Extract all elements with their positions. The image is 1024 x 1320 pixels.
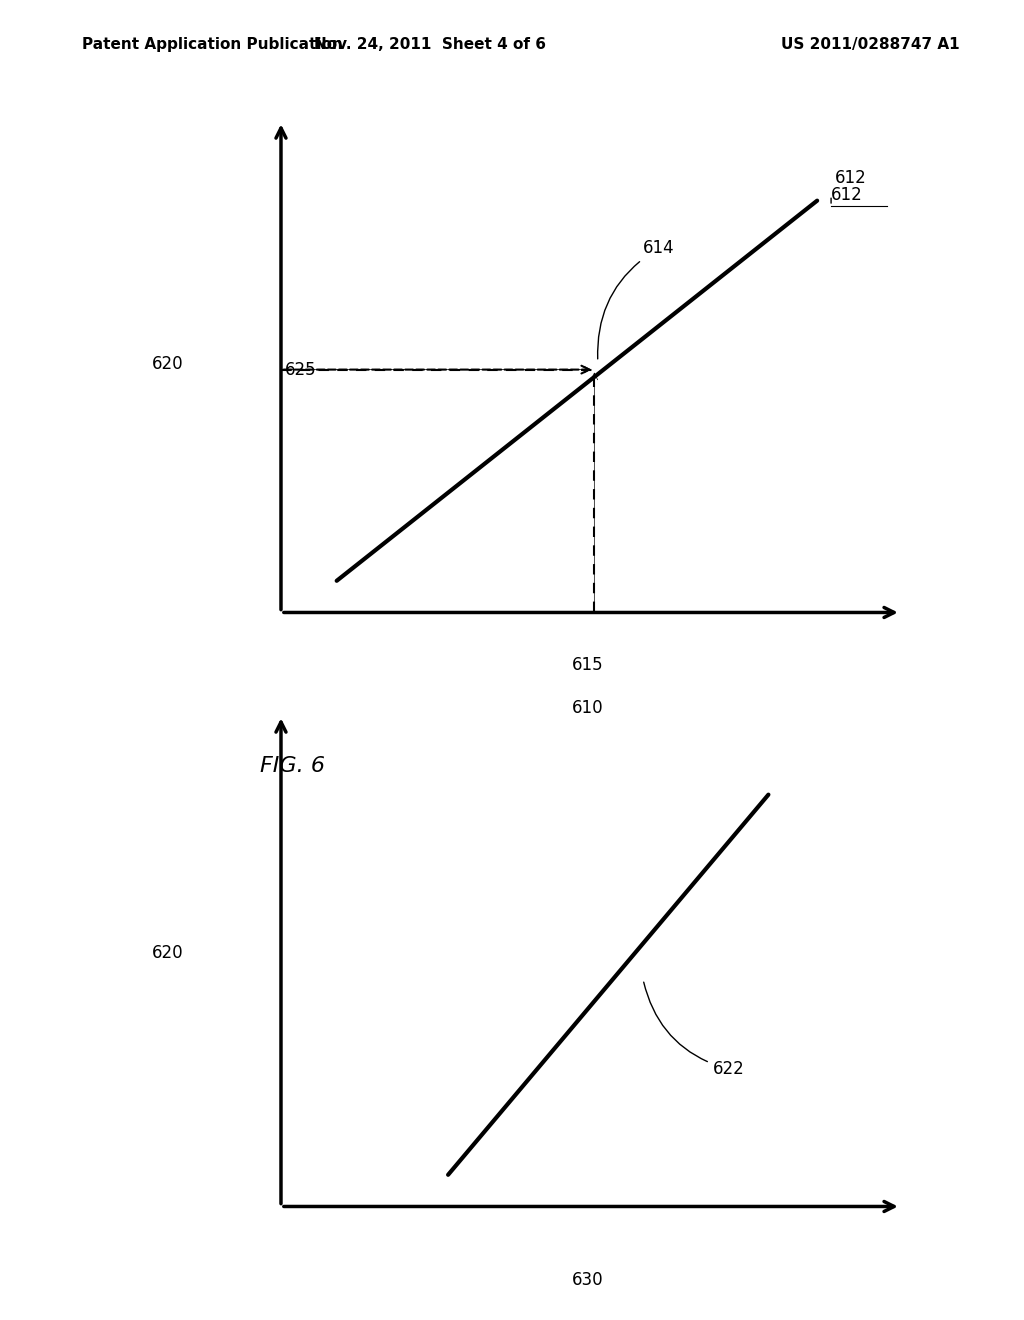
Text: 625: 625 xyxy=(285,360,316,379)
Text: 620: 620 xyxy=(152,355,183,374)
Text: 610: 610 xyxy=(571,698,603,717)
Text: 630: 630 xyxy=(571,1271,603,1290)
Text: 620: 620 xyxy=(152,944,183,962)
Text: 612: 612 xyxy=(835,169,866,187)
Text: US 2011/0288747 A1: US 2011/0288747 A1 xyxy=(781,37,959,51)
Text: FIG. 6: FIG. 6 xyxy=(260,755,325,776)
Text: 622: 622 xyxy=(644,982,744,1078)
Text: Patent Application Publication: Patent Application Publication xyxy=(82,37,343,51)
Text: 615: 615 xyxy=(571,656,603,675)
Text: 614: 614 xyxy=(598,239,675,359)
Text: Nov. 24, 2011  Sheet 4 of 6: Nov. 24, 2011 Sheet 4 of 6 xyxy=(314,37,546,51)
Text: 612: 612 xyxy=(831,186,863,205)
